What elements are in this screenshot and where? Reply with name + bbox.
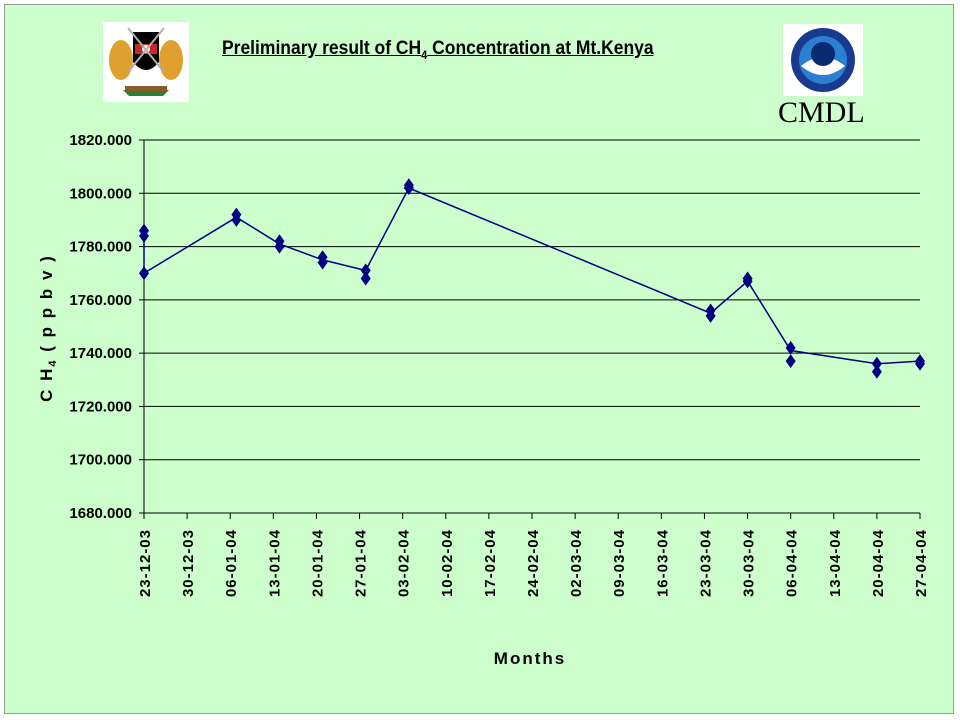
data-point-marker	[139, 266, 149, 281]
y-tick-label: 1700.000	[69, 452, 132, 469]
x-axis: 23-12-03 30-12-03 06-01-04 13-01-04 20-01-04…	[137, 512, 930, 597]
x-axis-label: Months	[494, 649, 566, 668]
x-tick-label: 13-01-04	[266, 529, 283, 597]
x-tick-label: 13-04-04	[827, 529, 844, 597]
x-tick-label: 16-03-04	[654, 529, 671, 597]
x-tick-label: 02-03-04	[568, 529, 585, 597]
noaa-logo	[783, 24, 863, 96]
x-tick-label: 06-04-04	[784, 529, 801, 597]
y-axis-label: C H4 ( p p b v )	[37, 254, 59, 402]
y-tick-label: 1720.000	[69, 398, 132, 415]
x-tick-label: 30-03-04	[741, 529, 758, 597]
data-point-marker	[871, 356, 882, 371]
data-point-marker	[360, 271, 371, 286]
data-point-marker	[871, 364, 882, 379]
y-tick-label: 1680.000	[69, 505, 132, 522]
grid-lines	[144, 139, 920, 514]
data-point-marker	[231, 212, 242, 227]
x-tick-label: 17-02-04	[482, 529, 499, 597]
data-point-marker	[705, 308, 716, 323]
x-tick-label: 03-02-04	[396, 529, 413, 597]
x-tick-label: 23-03-04	[697, 529, 714, 597]
data-point-marker	[274, 239, 285, 254]
y-tick-label: 1780.000	[69, 239, 132, 256]
y-tick-label: 1740.000	[69, 345, 132, 362]
x-tick-label: 09-03-04	[611, 529, 628, 597]
x-tick-label: 10-02-04	[439, 529, 456, 597]
y-tick-label: 1760.000	[69, 292, 132, 309]
data-point-marker	[139, 228, 149, 243]
x-tick-label: 06-01-04	[223, 529, 240, 597]
data-point-marker	[317, 255, 328, 270]
data-point-marker	[785, 354, 796, 369]
kenya-coat-of-arms-logo	[103, 22, 189, 102]
cmdl-label: CMDL	[778, 96, 865, 129]
series-ch4	[139, 178, 925, 379]
data-point-marker	[915, 356, 925, 371]
data-point-marker	[742, 274, 753, 289]
chart-frame	[4, 4, 954, 714]
x-tick-label: 24-02-04	[525, 529, 542, 597]
x-tick-label: 23-12-03	[137, 529, 154, 597]
x-tick-label: 20-01-04	[309, 529, 326, 597]
data-point-marker	[403, 180, 414, 195]
y-tick-label: 1820.000	[69, 132, 132, 149]
data-point-marker	[360, 263, 371, 278]
series-line	[143, 187, 921, 365]
x-tick-label: 27-04-04	[913, 529, 930, 597]
x-tick-label: 20-04-04	[870, 529, 887, 597]
x-tick-label: 30-12-03	[180, 529, 197, 597]
y-tick-label: 1800.000	[69, 185, 132, 202]
x-tick-label: 27-01-04	[353, 529, 370, 597]
data-point-marker	[785, 340, 796, 355]
chart-title: Preliminary result of CH4 Concentration …	[222, 38, 654, 62]
y-axis: 1680.000 1700.000 1720.000 1740.000 1760.000…	[69, 132, 145, 522]
